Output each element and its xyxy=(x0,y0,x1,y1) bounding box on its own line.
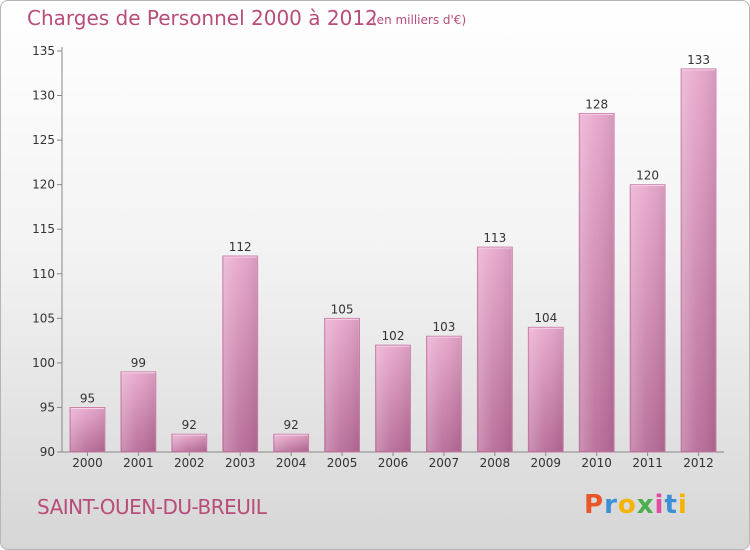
bar-shine xyxy=(478,248,512,451)
logo-letter: o xyxy=(617,490,637,520)
y-tick-label: 130 xyxy=(32,89,55,103)
bar-shine xyxy=(376,346,410,451)
y-tick-label: 135 xyxy=(32,44,55,58)
proxiti-logo: Proxiti xyxy=(584,490,688,520)
bar-shine xyxy=(70,408,104,451)
data-label: 105 xyxy=(331,302,354,316)
bar-shine xyxy=(427,337,461,451)
bar-shine xyxy=(121,372,155,451)
logo-letter: x xyxy=(636,490,655,520)
x-tick-label: 2003 xyxy=(225,456,256,470)
bar-shine xyxy=(631,185,665,451)
x-tick-label: 2012 xyxy=(683,456,714,470)
data-label: 113 xyxy=(483,231,506,245)
chart-bars xyxy=(69,68,717,453)
data-label: 120 xyxy=(636,169,659,183)
bar-shine xyxy=(682,69,716,452)
data-label: 133 xyxy=(687,53,710,67)
chart-axes: 90 95 100 105 110 115 120 125 130 135 2000 2001 2002… xyxy=(32,44,724,470)
y-tick-label: 125 xyxy=(32,133,55,147)
data-label: 92 xyxy=(182,418,197,432)
data-label: 112 xyxy=(229,240,252,254)
logo-letter: t xyxy=(664,490,678,520)
chart-title: Charges de Personnel 2000 à 2012 xyxy=(27,6,378,30)
data-label: 92 xyxy=(284,418,299,432)
x-tick-label: 2005 xyxy=(327,456,358,470)
y-tick-label: 105 xyxy=(32,311,55,325)
commune-name: SAINT-OUEN-DU-BREUIL xyxy=(37,495,267,519)
y-tick-label: 115 xyxy=(32,222,55,236)
x-tick-label: 2006 xyxy=(378,456,409,470)
y-tick-label: 110 xyxy=(32,267,55,281)
x-tick-label: 2007 xyxy=(429,456,460,470)
bar-shine xyxy=(172,435,206,451)
x-tick-label: 2002 xyxy=(174,456,205,470)
chart-labels: 95 99 92 112 92 105 102 103 113 104 128 120 133 xyxy=(80,53,710,432)
y-tick-label: 120 xyxy=(32,178,55,192)
logo-letter: r xyxy=(604,490,618,520)
x-tick-label: 2008 xyxy=(480,456,511,470)
y-tick-label: 100 xyxy=(32,356,55,370)
x-tick-label: 2001 xyxy=(123,456,154,470)
bar-shine xyxy=(529,328,563,451)
data-label: 104 xyxy=(534,311,557,325)
data-label: 95 xyxy=(80,391,95,405)
data-label: 99 xyxy=(131,356,146,370)
bar-shine xyxy=(223,256,257,451)
x-tick-label: 2009 xyxy=(530,456,561,470)
data-label: 103 xyxy=(432,320,455,334)
bar-shine xyxy=(580,114,614,451)
data-label: 128 xyxy=(585,97,608,111)
logo-letter: P xyxy=(584,490,605,520)
bar-shine xyxy=(325,319,359,451)
y-tick-label: 95 xyxy=(40,400,55,414)
data-label: 102 xyxy=(382,329,405,343)
x-tick-label: 2004 xyxy=(276,456,307,470)
logo-letter: i xyxy=(654,490,665,520)
x-tick-label: 2010 xyxy=(581,456,612,470)
x-tick-label: 2011 xyxy=(632,456,663,470)
logo-letter: i xyxy=(677,490,688,520)
bar-shine xyxy=(274,435,308,451)
x-tick-label: 2000 xyxy=(72,456,103,470)
chart-subtitle: (en milliers d'€) xyxy=(372,13,467,27)
y-tick-label: 90 xyxy=(40,445,55,459)
